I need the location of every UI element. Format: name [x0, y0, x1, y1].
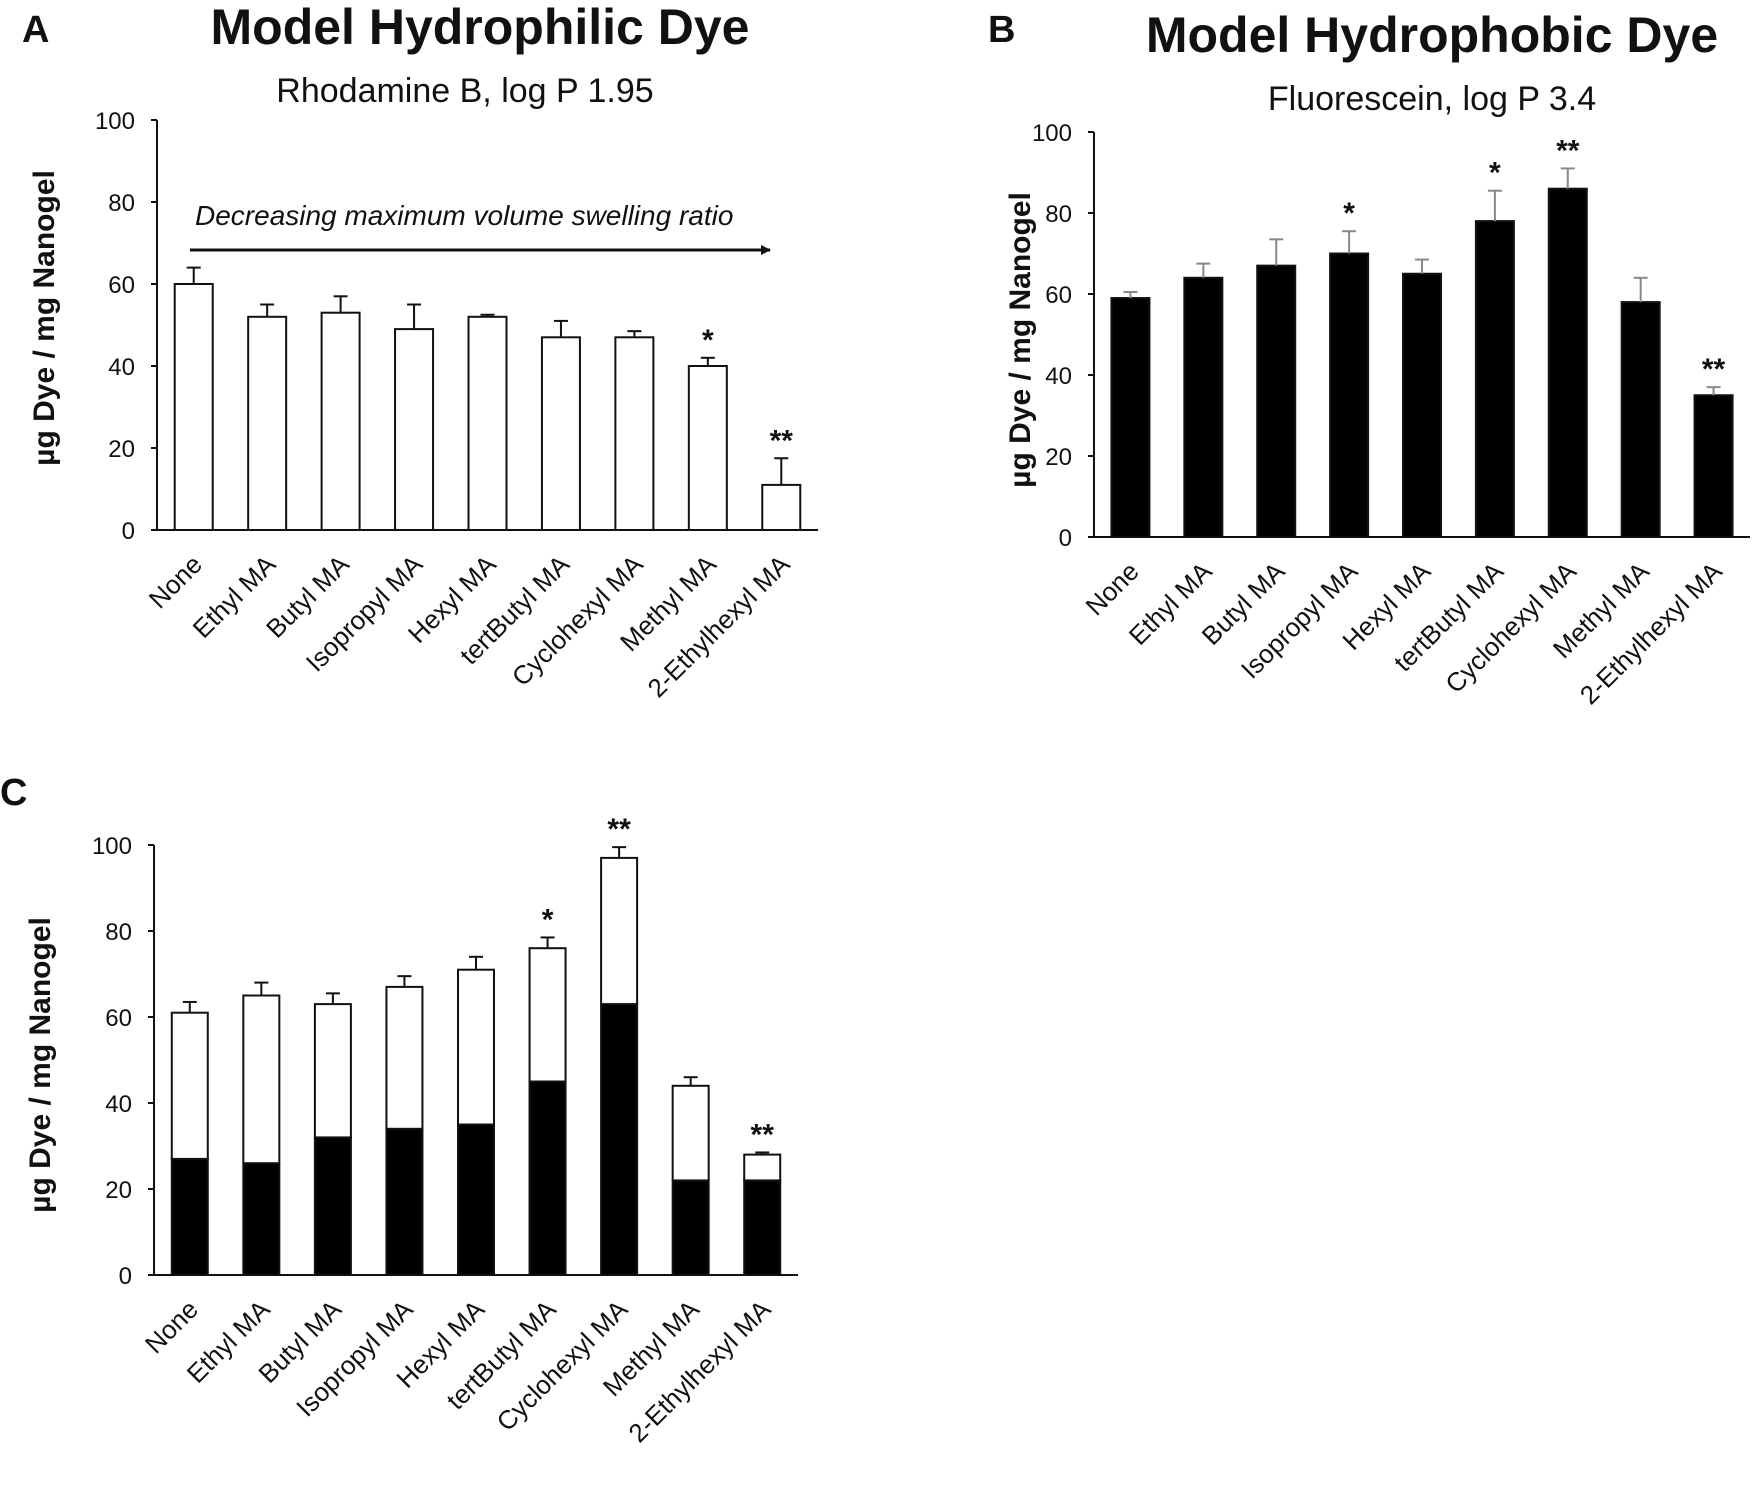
panel-c-bar-segment [600, 1003, 639, 1276]
panel-b-subtitle: Fluorescein, log P 3.4 [1268, 80, 1596, 118]
panel-b-bar [1183, 276, 1224, 538]
panel-a-bar [614, 336, 655, 531]
panel-a-bar [687, 365, 728, 531]
panel-c-significance-marker: * [542, 903, 554, 936]
panel-a-letter: A [22, 9, 49, 51]
panel-a-y-tick-label: 20 [108, 436, 135, 463]
panel-a-category-label: Cyclohexyl MA [506, 549, 649, 692]
panel-c-letter: C [0, 772, 27, 814]
panel-c-ylabel: µg Dye / mg Nanogel [24, 917, 57, 1213]
panel-c-y-tick-label: 0 [119, 1263, 132, 1290]
panel-b-bar [1547, 187, 1588, 538]
panel-a-title: Model Hydrophilic Dye [211, 0, 750, 55]
panel-a-y-tick-label: 60 [108, 272, 135, 299]
panel-a-bar [247, 315, 288, 531]
panel-a-y-tick-label: 80 [108, 190, 135, 217]
panel-b-category-label: Cyclohexyl MA [1439, 556, 1582, 699]
panel-c-y-tick-label: 60 [105, 1005, 132, 1032]
panel-c-bar-segment [242, 1162, 281, 1276]
panel-c-bar-segment [313, 1003, 352, 1139]
panel-a-significance-marker: * [702, 324, 714, 357]
panel-c-bar-segment [170, 1157, 209, 1277]
panel-b-significance-marker: * [1343, 197, 1355, 230]
panel-a-bar [540, 336, 581, 531]
panel-a-category-label: None [143, 549, 208, 614]
panel-b-y-tick-label: 100 [1032, 120, 1072, 147]
panel-c-bar-segment [457, 968, 495, 1126]
panel-c-category-label: None [139, 1294, 204, 1359]
panel-b-ylabel: µg Dye / mg Nanogel [1004, 192, 1037, 488]
panel-b-letter: B [988, 9, 1015, 51]
panel-b-y-tick-label: 40 [1045, 363, 1072, 390]
panel-c-bar-segment [671, 1179, 710, 1277]
panel-a-bar [394, 328, 435, 531]
panel-b-bar [1693, 394, 1734, 538]
panel-a-ylabel: µg Dye / mg Nanogel [28, 170, 61, 466]
panel-c-bar-segment [385, 985, 424, 1130]
panel-c-bar-segment [671, 1084, 710, 1182]
panel-a-significance-marker: ** [770, 424, 794, 457]
panel-c-bar-segment [385, 1127, 424, 1277]
panel-c-bar-segment [170, 1011, 209, 1160]
panel-b-significance-marker: * [1489, 157, 1501, 190]
panel-c-bar-segment [242, 994, 281, 1165]
panel-c-bar-segment [743, 1153, 782, 1182]
panel-b-significance-marker: ** [1556, 134, 1580, 167]
panel-b-y-tick-label: 0 [1059, 525, 1072, 552]
panel-c-y-tick-label: 20 [105, 1177, 132, 1204]
panel-a-y-tick-label: 0 [122, 518, 135, 545]
panel-a-bar [761, 483, 802, 531]
panel-c-bar-segment [600, 856, 639, 1006]
panel-c-significance-marker: ** [607, 813, 631, 846]
panel-b-title: Model Hydrophobic Dye [1146, 7, 1718, 63]
panel-b-y-tick-label: 60 [1045, 282, 1072, 309]
panel-a-bar [467, 315, 508, 531]
panel-c-y-tick-label: 80 [105, 919, 132, 946]
panel-b-bar [1110, 297, 1151, 538]
panel-c-y-tick-label: 100 [92, 833, 132, 860]
panel-c-bar-segment [457, 1123, 495, 1276]
panel-a-y-tick-label: 40 [108, 354, 135, 381]
panel-c-bar-segment [743, 1179, 782, 1277]
panel-b-y-tick-label: 80 [1045, 201, 1072, 228]
panel-a-bar [173, 283, 214, 531]
panel-b-bar [1256, 264, 1297, 538]
panel-b-y-tick-label: 20 [1045, 444, 1072, 471]
panel-a-bar [320, 311, 361, 532]
panel-b-significance-marker: ** [1702, 353, 1726, 386]
panel-c-significance-marker: ** [751, 1118, 775, 1151]
panel-c-y-tick-label: 40 [105, 1091, 132, 1118]
panel-b-bar [1620, 301, 1661, 538]
panel-a-subtitle: Rhodamine B, log P 1.95 [276, 72, 653, 110]
panel-b-bar [1329, 252, 1370, 538]
panel-b-bar [1474, 220, 1515, 538]
panel-a-annotation: Decreasing maximum volume swelling ratio [195, 200, 733, 231]
panel-b-bar [1402, 272, 1442, 538]
panel-c-bar-segment [528, 947, 567, 1083]
panel-c-bar-segment [528, 1080, 567, 1276]
panel-a-y-tick-label: 100 [95, 108, 135, 135]
panel-b-category-label: None [1080, 556, 1145, 621]
panel-c-bar-segment [313, 1136, 352, 1277]
